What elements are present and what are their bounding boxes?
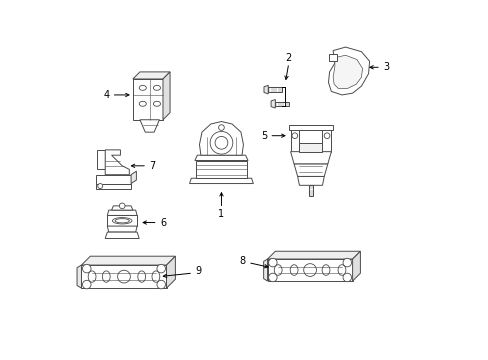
- Circle shape: [157, 280, 165, 289]
- Polygon shape: [133, 72, 170, 79]
- Polygon shape: [270, 100, 275, 108]
- Polygon shape: [195, 155, 247, 161]
- Ellipse shape: [153, 85, 160, 90]
- Circle shape: [210, 131, 232, 154]
- Circle shape: [343, 258, 351, 267]
- Circle shape: [324, 133, 329, 139]
- Ellipse shape: [152, 271, 160, 282]
- Polygon shape: [297, 176, 324, 185]
- Ellipse shape: [88, 271, 96, 282]
- Polygon shape: [107, 210, 137, 215]
- Ellipse shape: [120, 271, 128, 282]
- Ellipse shape: [322, 265, 329, 275]
- Polygon shape: [332, 55, 362, 89]
- Polygon shape: [328, 54, 336, 61]
- Polygon shape: [264, 85, 268, 94]
- Circle shape: [215, 136, 227, 149]
- Polygon shape: [77, 265, 81, 288]
- Polygon shape: [263, 259, 267, 281]
- Circle shape: [268, 258, 277, 267]
- Ellipse shape: [139, 85, 146, 90]
- Circle shape: [98, 184, 102, 189]
- Polygon shape: [107, 226, 137, 232]
- Polygon shape: [96, 175, 131, 184]
- Polygon shape: [199, 122, 243, 155]
- Polygon shape: [322, 127, 331, 152]
- Polygon shape: [105, 232, 139, 238]
- Ellipse shape: [138, 271, 145, 282]
- Polygon shape: [267, 251, 360, 259]
- Polygon shape: [166, 256, 175, 288]
- Ellipse shape: [115, 219, 129, 223]
- Polygon shape: [328, 47, 369, 95]
- Ellipse shape: [112, 217, 132, 224]
- Polygon shape: [189, 178, 253, 184]
- Circle shape: [303, 264, 316, 276]
- Polygon shape: [140, 120, 159, 132]
- Text: 7: 7: [149, 161, 155, 171]
- Polygon shape: [196, 161, 246, 178]
- Polygon shape: [288, 125, 332, 130]
- Text: 2: 2: [285, 53, 291, 63]
- Ellipse shape: [305, 265, 313, 275]
- Circle shape: [157, 264, 165, 273]
- Polygon shape: [133, 79, 163, 120]
- Circle shape: [82, 264, 91, 273]
- Polygon shape: [268, 87, 281, 92]
- Polygon shape: [275, 102, 288, 106]
- Text: 5: 5: [260, 131, 266, 141]
- Polygon shape: [97, 150, 105, 169]
- Circle shape: [218, 125, 224, 130]
- Polygon shape: [290, 127, 299, 152]
- Text: 9: 9: [195, 266, 201, 276]
- Circle shape: [82, 280, 91, 289]
- Text: 1: 1: [218, 209, 224, 219]
- Polygon shape: [290, 152, 331, 164]
- Circle shape: [268, 273, 277, 282]
- Circle shape: [118, 270, 130, 283]
- Ellipse shape: [290, 265, 297, 275]
- Ellipse shape: [139, 101, 146, 106]
- Text: 8: 8: [239, 256, 245, 266]
- Ellipse shape: [337, 265, 345, 275]
- Polygon shape: [299, 143, 322, 152]
- Polygon shape: [81, 256, 175, 265]
- Polygon shape: [163, 72, 170, 120]
- Polygon shape: [111, 206, 133, 210]
- Ellipse shape: [102, 271, 110, 282]
- Circle shape: [119, 203, 125, 209]
- Ellipse shape: [153, 101, 160, 106]
- Polygon shape: [131, 171, 136, 184]
- Text: 4: 4: [103, 90, 109, 100]
- Polygon shape: [293, 164, 327, 176]
- Text: 3: 3: [383, 62, 388, 72]
- Ellipse shape: [274, 265, 282, 275]
- Polygon shape: [107, 215, 137, 226]
- Polygon shape: [352, 251, 360, 281]
- Circle shape: [291, 133, 297, 139]
- Polygon shape: [81, 265, 166, 288]
- Polygon shape: [308, 185, 312, 196]
- Text: 6: 6: [160, 217, 166, 228]
- Polygon shape: [105, 150, 129, 175]
- Polygon shape: [96, 184, 131, 189]
- Polygon shape: [267, 259, 352, 281]
- Circle shape: [343, 273, 351, 282]
